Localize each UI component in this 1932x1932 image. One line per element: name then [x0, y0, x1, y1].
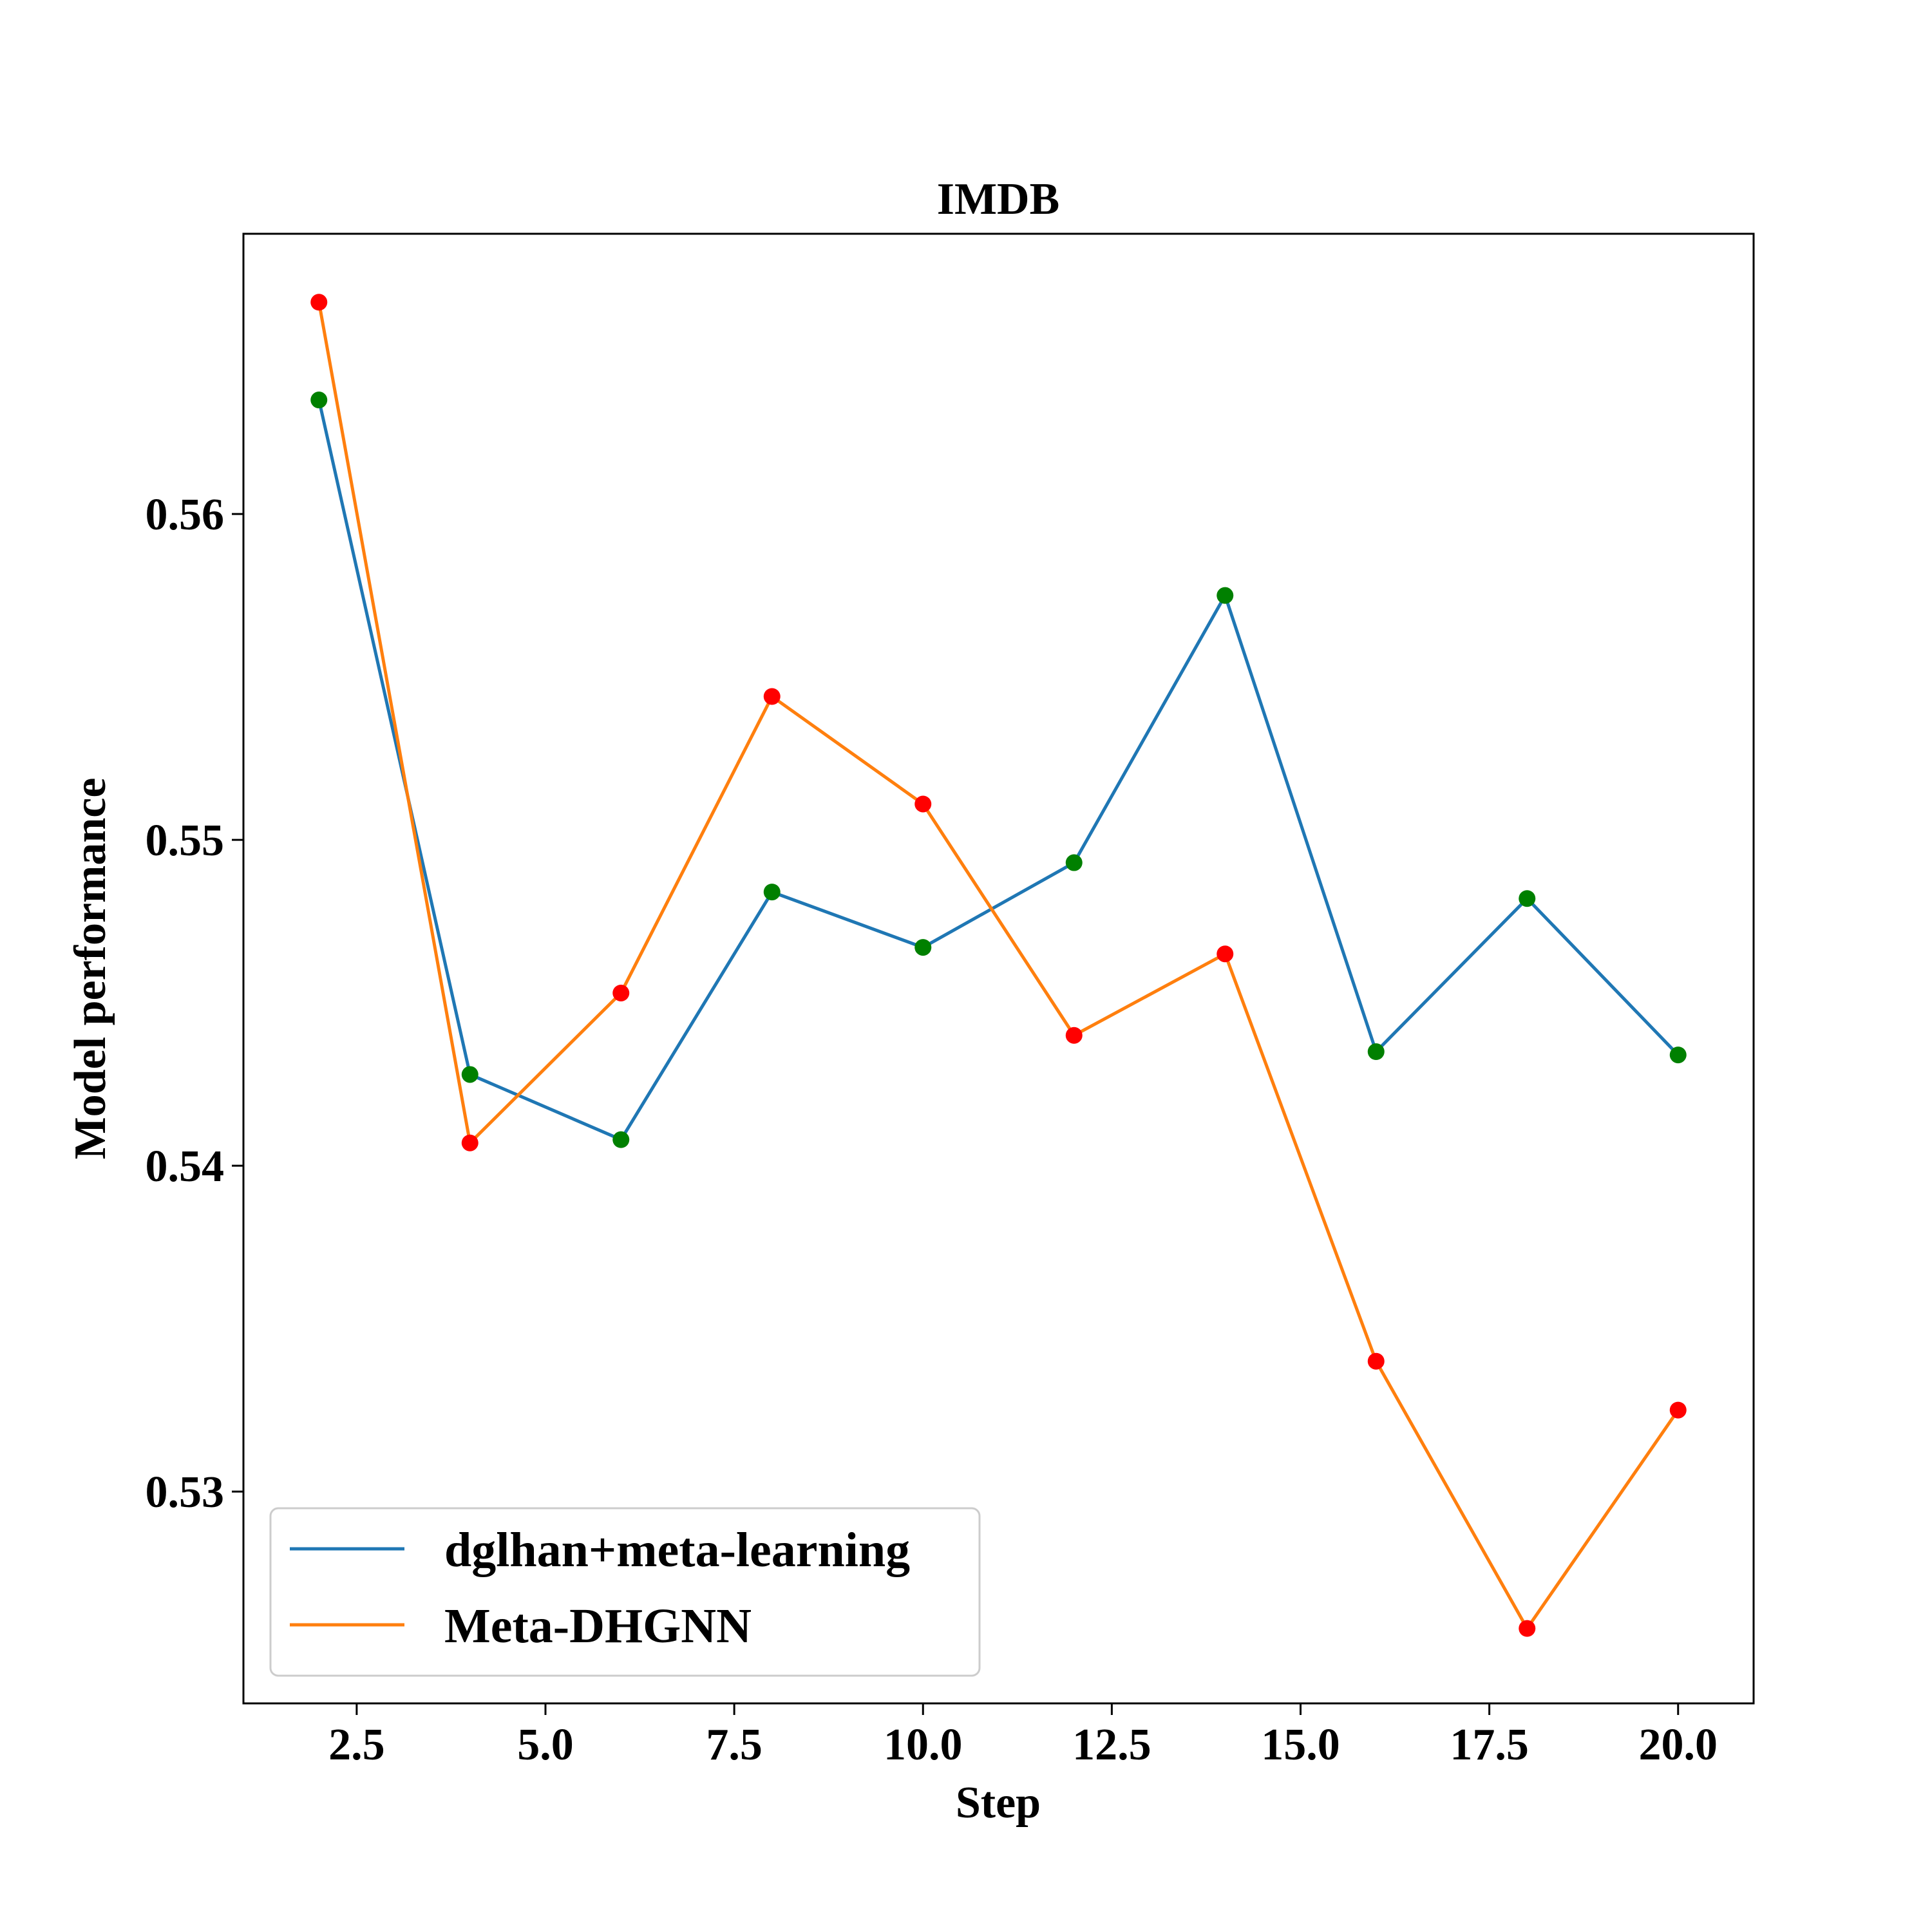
y-tick-label: 0.55 [146, 816, 225, 866]
y-axis: 0.53 0.54 0.55 0.56 [146, 490, 243, 1517]
data-point-dglhan-meta-learning [461, 1066, 478, 1083]
x-tick-label: 17.5 [1450, 1720, 1529, 1770]
data-point-dglhan-meta-learning [763, 884, 781, 901]
data-point-dglhan-meta-learning [1519, 890, 1536, 907]
data-point-dglhan-meta-learning [914, 939, 932, 956]
data-point-meta-dhgnn [1367, 1352, 1385, 1370]
data-point-meta-dhgnn [1519, 1620, 1536, 1637]
data-point-dglhan-meta-learning [310, 392, 328, 409]
x-tick-label: 10.0 [884, 1720, 963, 1770]
y-tick-label: 0.54 [146, 1142, 225, 1191]
data-point-dglhan-meta-learning [1065, 854, 1083, 871]
data-point-dglhan-meta-learning [1669, 1046, 1687, 1064]
y-tick-label: 0.56 [146, 490, 225, 540]
x-tick-label: 20.0 [1639, 1720, 1718, 1770]
data-point-meta-dhgnn [1669, 1401, 1687, 1419]
x-axis-label: Step [956, 1778, 1041, 1828]
series-line-meta-dhgnn [317, 301, 1680, 1631]
series-line-dglhan-meta-learning [317, 399, 1680, 1142]
data-point-meta-dhgnn [310, 294, 328, 311]
data-point-meta-dhgnn [612, 984, 630, 1001]
chart-title: IMDB [937, 175, 1060, 224]
x-tick-label: 12.5 [1072, 1720, 1151, 1770]
legend: dglhan+meta-learning Meta-DHGNN [269, 1507, 981, 1677]
data-point-meta-dhgnn [461, 1134, 478, 1151]
series-layer [310, 294, 1687, 1637]
y-tick-label: 0.53 [146, 1468, 225, 1517]
data-point-meta-dhgnn [1217, 945, 1234, 963]
x-axis: 2.5 5.0 7.5 10.0 12.5 15.0 17.5 20.0 [328, 1703, 1718, 1770]
legend-label-meta-dhgnn: Meta-DHGNN [444, 1599, 752, 1653]
data-point-meta-dhgnn [1065, 1027, 1083, 1044]
data-point-meta-dhgnn [914, 795, 932, 813]
y-axis-label: Model performance [66, 778, 115, 1160]
data-point-dglhan-meta-learning [1217, 587, 1234, 604]
data-point-meta-dhgnn [763, 688, 781, 705]
x-tick-label: 2.5 [328, 1720, 385, 1770]
x-tick-label: 5.0 [517, 1720, 574, 1770]
data-point-dglhan-meta-learning [1367, 1043, 1385, 1061]
legend-label-dglhan-meta-learning: dglhan+meta-learning [444, 1523, 910, 1577]
legend-box [269, 1507, 981, 1677]
x-tick-label: 15.0 [1261, 1720, 1340, 1770]
data-point-dglhan-meta-learning [612, 1131, 630, 1148]
plot-area-frame [242, 232, 1755, 1705]
x-tick-label: 7.5 [706, 1720, 762, 1770]
